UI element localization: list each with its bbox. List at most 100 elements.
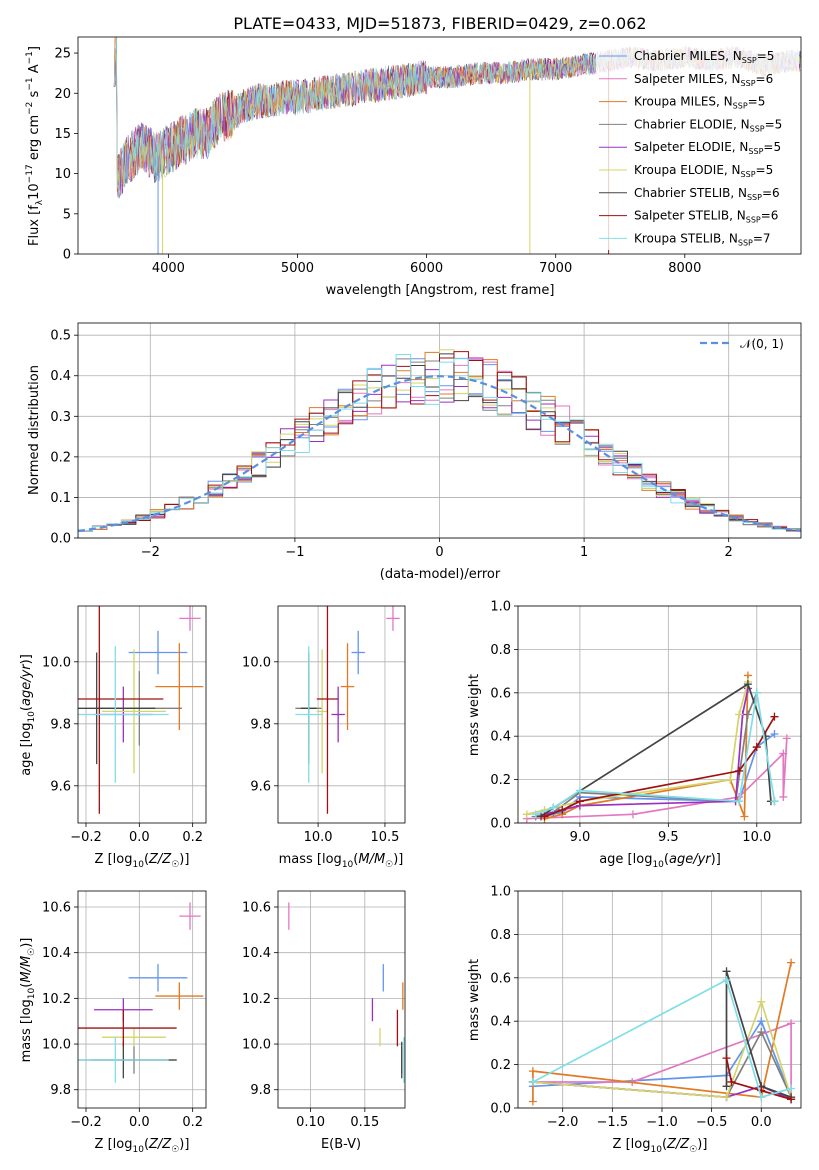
data-point-marker (722, 975, 731, 984)
legend-label: Chabrier ELODIE, NSSP=5 (634, 117, 782, 133)
x-tick-label: 0.2 (182, 1115, 203, 1130)
x-axis-label: Z [log10​(Z/Z☉​)] (613, 1137, 708, 1155)
x-axis-label: Z [log10​(Z/Z☉​)] (95, 1137, 190, 1155)
plot-age_vs_Z (78, 606, 204, 814)
x-tick-label: −2.0 (547, 1115, 579, 1130)
y-tick-label: 1.0 (490, 885, 511, 900)
data-point-marker (787, 958, 796, 967)
y-tick-label: 9.6 (250, 779, 271, 794)
data-point-marker (628, 810, 637, 819)
x-tick-label: 0.10 (296, 1115, 325, 1130)
data-point-marker (779, 792, 788, 801)
data-point-marker (722, 967, 731, 976)
series-line (532, 978, 792, 1099)
data-point-marker (528, 1067, 537, 1076)
legend-box (596, 42, 799, 250)
y-tick-label: 10.0 (42, 655, 71, 670)
chart-age_vs_mass: 10.0 10.5 9.6 9.8 10.0 mass [log10​(M/M☉​)] (242, 605, 406, 870)
x-tick-label: 6000 (410, 261, 443, 276)
data-point-marker (528, 1097, 537, 1106)
x-tick-label: 0.15 (350, 1115, 379, 1130)
y-tick-label: 10 (54, 167, 71, 182)
x-tick-label: 9.0 (570, 830, 591, 845)
x-tick-label: 10.0 (304, 830, 333, 845)
y-axis-label: age [log10​(age/yr)] (19, 654, 37, 776)
y-tick-label: 0.2 (50, 450, 71, 465)
axes-frame (77, 890, 207, 1109)
chart-mass_weight_vs_Z: −2.0 −1.5 −1.0 −0.5 0.0 0.0 0.2 0.4 0.6 0.8 1.0 mas… (467, 885, 802, 1155)
x-tick-label: 0.0 (751, 1115, 772, 1130)
axes-frame (77, 36, 802, 255)
data-point-marker (757, 1028, 766, 1037)
y-tick-label: 10.0 (42, 1038, 71, 1053)
x-axis-label: E(B-V) (321, 1137, 361, 1152)
data-point-marker (787, 1095, 796, 1104)
legend-label: Salpeter STELIB, NSSP=6 (634, 209, 778, 225)
y-tick-label: 0 (63, 248, 71, 263)
series-line (532, 1022, 792, 1098)
x-tick-label: 4000 (152, 261, 185, 276)
series-line (526, 681, 749, 816)
y-tick-label: 25 (54, 47, 71, 62)
y-tick-label: 1.0 (490, 600, 511, 615)
series-line (725, 971, 792, 1098)
axes-frame (517, 605, 802, 824)
chart-residual_hist: −2 −1 0 1 2 0.0 0.1 0.2 0.3 0.4 0.5 𝒩(0, 1) Normed d… (27, 322, 802, 582)
y-tick-label: 10.4 (42, 946, 71, 961)
x-axis-label: mass [log10​(M/M☉​)] (279, 852, 404, 870)
series-line (535, 692, 776, 816)
data-point-marker (549, 803, 558, 812)
y-tick-label: 0.3 (50, 410, 71, 425)
data-point-marker (779, 749, 788, 758)
series-line (544, 716, 776, 818)
plot-mass_weight_vs_age (522, 671, 791, 823)
data-point-marker (787, 1019, 796, 1028)
axes-frame (277, 605, 406, 824)
data-point-marker (522, 810, 531, 819)
series-line (725, 1057, 792, 1101)
y-tick-label: 9.8 (250, 717, 271, 732)
y-tick-label: 0.6 (490, 971, 511, 986)
x-tick-label: 7000 (539, 261, 572, 276)
y-tick-label: 0.4 (490, 1015, 511, 1030)
data-point-marker (540, 812, 549, 821)
x-tick-label: 0.0 (129, 830, 150, 845)
x-tick-label: 0.2 (182, 830, 203, 845)
y-axis-label: mass weight (467, 959, 482, 1041)
x-tick-label: 9.5 (658, 830, 679, 845)
y-tick-label: 10.2 (242, 992, 271, 1007)
legend-label: Kroupa ELODIE, NSSP=5 (634, 163, 773, 179)
y-tick-label: 0.0 (490, 817, 511, 832)
y-tick-label: 20 (54, 87, 71, 102)
data-point-marker (740, 812, 749, 821)
series-line (532, 962, 792, 1102)
data-point-marker (722, 1093, 731, 1102)
y-tick-label: 10.2 (42, 992, 71, 1007)
y-tick-label: 0.8 (490, 928, 511, 943)
data-point-marker (782, 734, 791, 743)
data-point-marker (575, 786, 584, 795)
y-tick-label: 0.0 (50, 532, 71, 547)
data-point-marker (735, 766, 744, 775)
legend-label: Chabrier STELIB, NSSP=6 (634, 186, 780, 202)
legend-label: Salpeter ELODIE, NSSP=5 (634, 140, 781, 156)
y-tick-label: 5 (63, 207, 71, 222)
legend-label: 𝒩(0, 1) (740, 337, 784, 351)
y-tick-label: 10.6 (42, 900, 71, 915)
x-tick-label: −2 (141, 545, 160, 560)
plot-mass_weight_vs_Z (528, 958, 796, 1106)
series-line (532, 999, 792, 1099)
y-tick-label: 0.4 (50, 369, 71, 384)
figure-title: PLATE=0433, MJD=51873, FIBERID=0429, z=0… (233, 14, 646, 33)
data-point-marker (770, 797, 779, 806)
plot-residual_hist (78, 349, 801, 538)
y-tick-label: 10.0 (242, 655, 271, 670)
series-line (544, 675, 749, 820)
chart-age_vs_Z: −0.2 0.0 0.2 9.6 9.8 10.0 age [log10​(age/yr)]… (19, 605, 207, 870)
x-tick-label: 0.0 (129, 1115, 150, 1130)
x-tick-label: −0.2 (70, 830, 102, 845)
data-point-marker (531, 810, 540, 819)
data-point-marker (735, 710, 744, 719)
axes-frame (77, 605, 207, 824)
